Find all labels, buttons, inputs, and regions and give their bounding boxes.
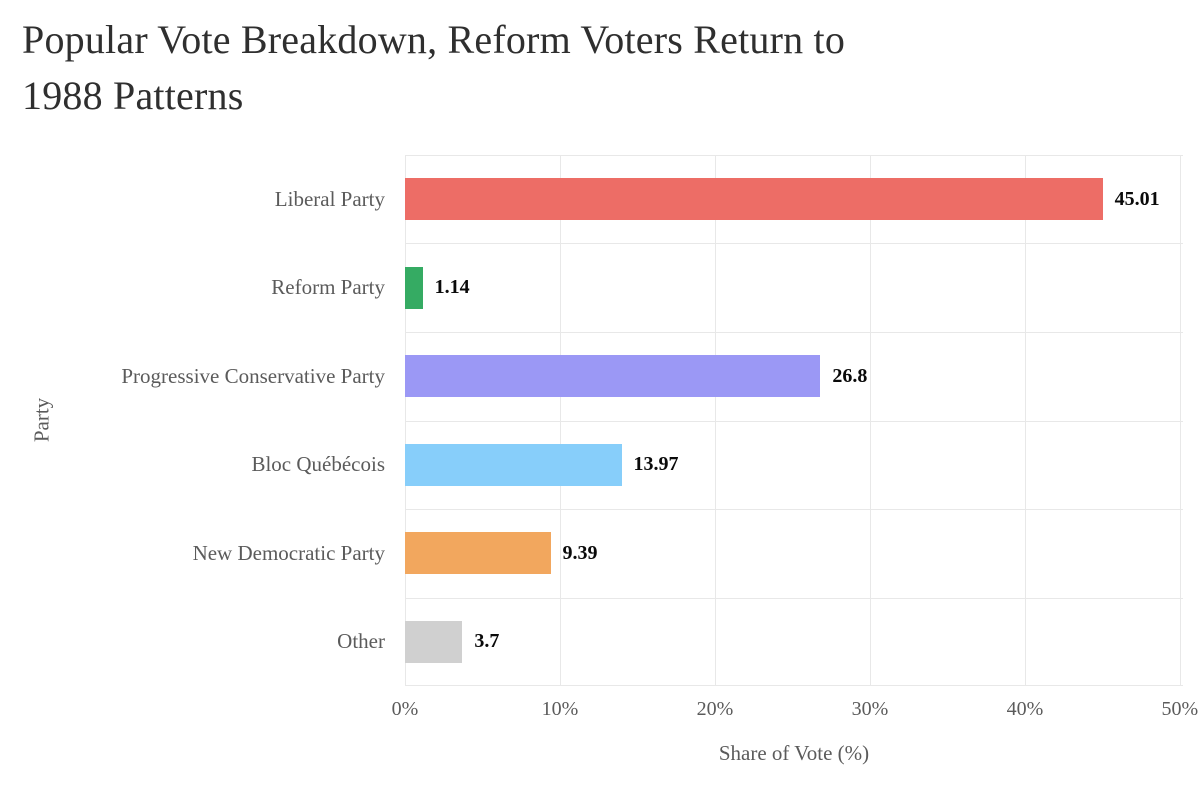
horizontal-gridline — [405, 155, 1183, 156]
bar-value-label: 45.01 — [1114, 187, 1160, 210]
horizontal-gridline — [405, 243, 1183, 245]
horizontal-gridline — [405, 685, 1183, 686]
category-label: New Democratic Party — [192, 540, 385, 565]
bar-row: 26.8 — [405, 332, 1183, 421]
horizontal-gridline — [405, 508, 1183, 510]
bar-value-label: 9.39 — [562, 541, 598, 564]
bar-progressive-conservative-party — [405, 355, 821, 398]
bar-row: 45.01 — [405, 155, 1183, 244]
x-tick-label: 40% — [1006, 698, 1044, 720]
category-label: Progressive Conservative Party — [121, 363, 385, 388]
chart-title: Popular Vote Breakdown, Reform Voters Re… — [22, 12, 845, 124]
bar-row: 1.14 — [405, 244, 1183, 333]
x-tick-label: 30% — [851, 698, 889, 720]
chart-title-line-2: 1988 Patterns — [22, 73, 244, 118]
bar-bloc-qu-b-cois — [405, 443, 622, 486]
category-label: Reform Party — [271, 275, 385, 300]
bar-new-democratic-party — [405, 532, 551, 575]
x-tick-label: 20% — [696, 698, 734, 720]
bar-value-label: 26.8 — [832, 364, 868, 387]
vertical-gridline — [559, 155, 561, 686]
horizontal-gridline — [405, 420, 1183, 422]
x-tick-label: 10% — [541, 698, 579, 720]
bar-other — [405, 620, 463, 663]
plot-area: 45.01 1.14 26.8 13.97 9.39 3.7 — [405, 155, 1183, 686]
chart-title-line-1: Popular Vote Breakdown, Reform Voters Re… — [22, 17, 846, 62]
bar-value-label: 3.7 — [474, 630, 500, 653]
category-label: Bloc Québécois — [251, 452, 385, 477]
x-tick-label: 0% — [391, 698, 419, 720]
vertical-gridline — [1179, 155, 1181, 686]
vertical-gridline — [714, 155, 716, 686]
bar-liberal-party — [405, 178, 1103, 221]
vertical-gridline — [405, 155, 406, 686]
category-label: Other — [337, 629, 385, 654]
bar-value-label: 1.14 — [434, 276, 470, 299]
category-label: Liberal Party — [274, 186, 385, 211]
bar-row: 9.39 — [405, 509, 1183, 598]
x-axis-title: Share of Vote (%) — [718, 741, 870, 765]
bar-row: 13.97 — [405, 421, 1183, 510]
bar-row: 3.7 — [405, 598, 1183, 687]
vertical-gridline — [1024, 155, 1026, 686]
category-axis-labels: Liberal Party Reform Party Progressive Con… — [0, 155, 405, 686]
x-axis-ticks: 0% 10% 20% 30% 40% 50% — [392, 698, 1199, 728]
bar-value-label: 13.97 — [633, 453, 679, 476]
horizontal-gridline — [405, 331, 1183, 333]
bar-reform-party — [405, 266, 423, 309]
vertical-gridline — [869, 155, 871, 686]
horizontal-gridline — [405, 597, 1183, 599]
x-tick-label: 50% — [1161, 698, 1199, 720]
